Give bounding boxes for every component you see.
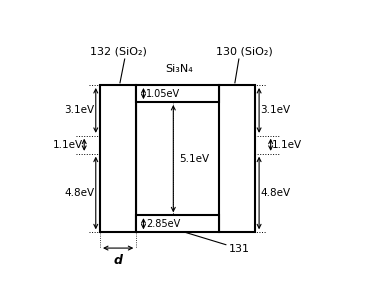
Text: 132 (SiO₂): 132 (SiO₂) bbox=[91, 46, 147, 56]
Text: 2.85eV: 2.85eV bbox=[146, 219, 181, 229]
Text: 3.1eV: 3.1eV bbox=[64, 106, 94, 116]
Text: 4.8eV: 4.8eV bbox=[64, 188, 94, 198]
Text: 130 (SiO₂): 130 (SiO₂) bbox=[216, 46, 273, 56]
Text: 1.1eV: 1.1eV bbox=[53, 140, 83, 150]
Bar bbox=[219, 85, 255, 232]
Text: 5.1eV: 5.1eV bbox=[179, 154, 209, 164]
Bar bbox=[136, 215, 219, 232]
Bar bbox=[136, 85, 219, 102]
Text: d: d bbox=[114, 254, 123, 267]
Text: Si₃N₄: Si₃N₄ bbox=[165, 64, 193, 74]
Text: 1.05eV: 1.05eV bbox=[146, 88, 181, 98]
Bar bbox=[100, 85, 136, 232]
Text: 131: 131 bbox=[229, 244, 250, 254]
Text: 1.1eV: 1.1eV bbox=[272, 140, 302, 150]
Text: 3.1eV: 3.1eV bbox=[260, 106, 291, 116]
Text: 4.8eV: 4.8eV bbox=[260, 188, 291, 198]
